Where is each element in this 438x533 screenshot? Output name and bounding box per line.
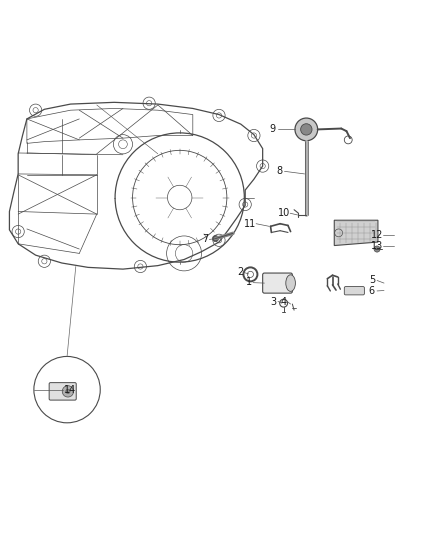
Text: 5: 5 — [369, 276, 375, 286]
Circle shape — [300, 124, 312, 135]
Text: 11: 11 — [244, 219, 257, 229]
Text: 6: 6 — [369, 286, 375, 296]
Text: 3: 3 — [271, 297, 277, 308]
FancyBboxPatch shape — [49, 383, 76, 400]
Circle shape — [295, 118, 318, 141]
Text: 2: 2 — [237, 266, 243, 277]
FancyBboxPatch shape — [263, 273, 292, 293]
Text: 8: 8 — [276, 166, 283, 176]
Ellipse shape — [286, 275, 295, 292]
Text: 7: 7 — [202, 235, 208, 245]
Text: 1: 1 — [246, 277, 252, 287]
Polygon shape — [334, 220, 378, 246]
Circle shape — [374, 246, 380, 252]
Circle shape — [66, 389, 70, 393]
Text: 4: 4 — [281, 297, 287, 308]
Circle shape — [62, 386, 74, 397]
Circle shape — [247, 271, 254, 277]
Text: 9: 9 — [269, 124, 276, 134]
Text: 14: 14 — [64, 385, 77, 394]
Text: 13: 13 — [371, 241, 383, 252]
Text: 10: 10 — [279, 208, 291, 218]
FancyBboxPatch shape — [344, 287, 364, 295]
Text: 12: 12 — [371, 230, 383, 240]
Circle shape — [212, 236, 219, 241]
